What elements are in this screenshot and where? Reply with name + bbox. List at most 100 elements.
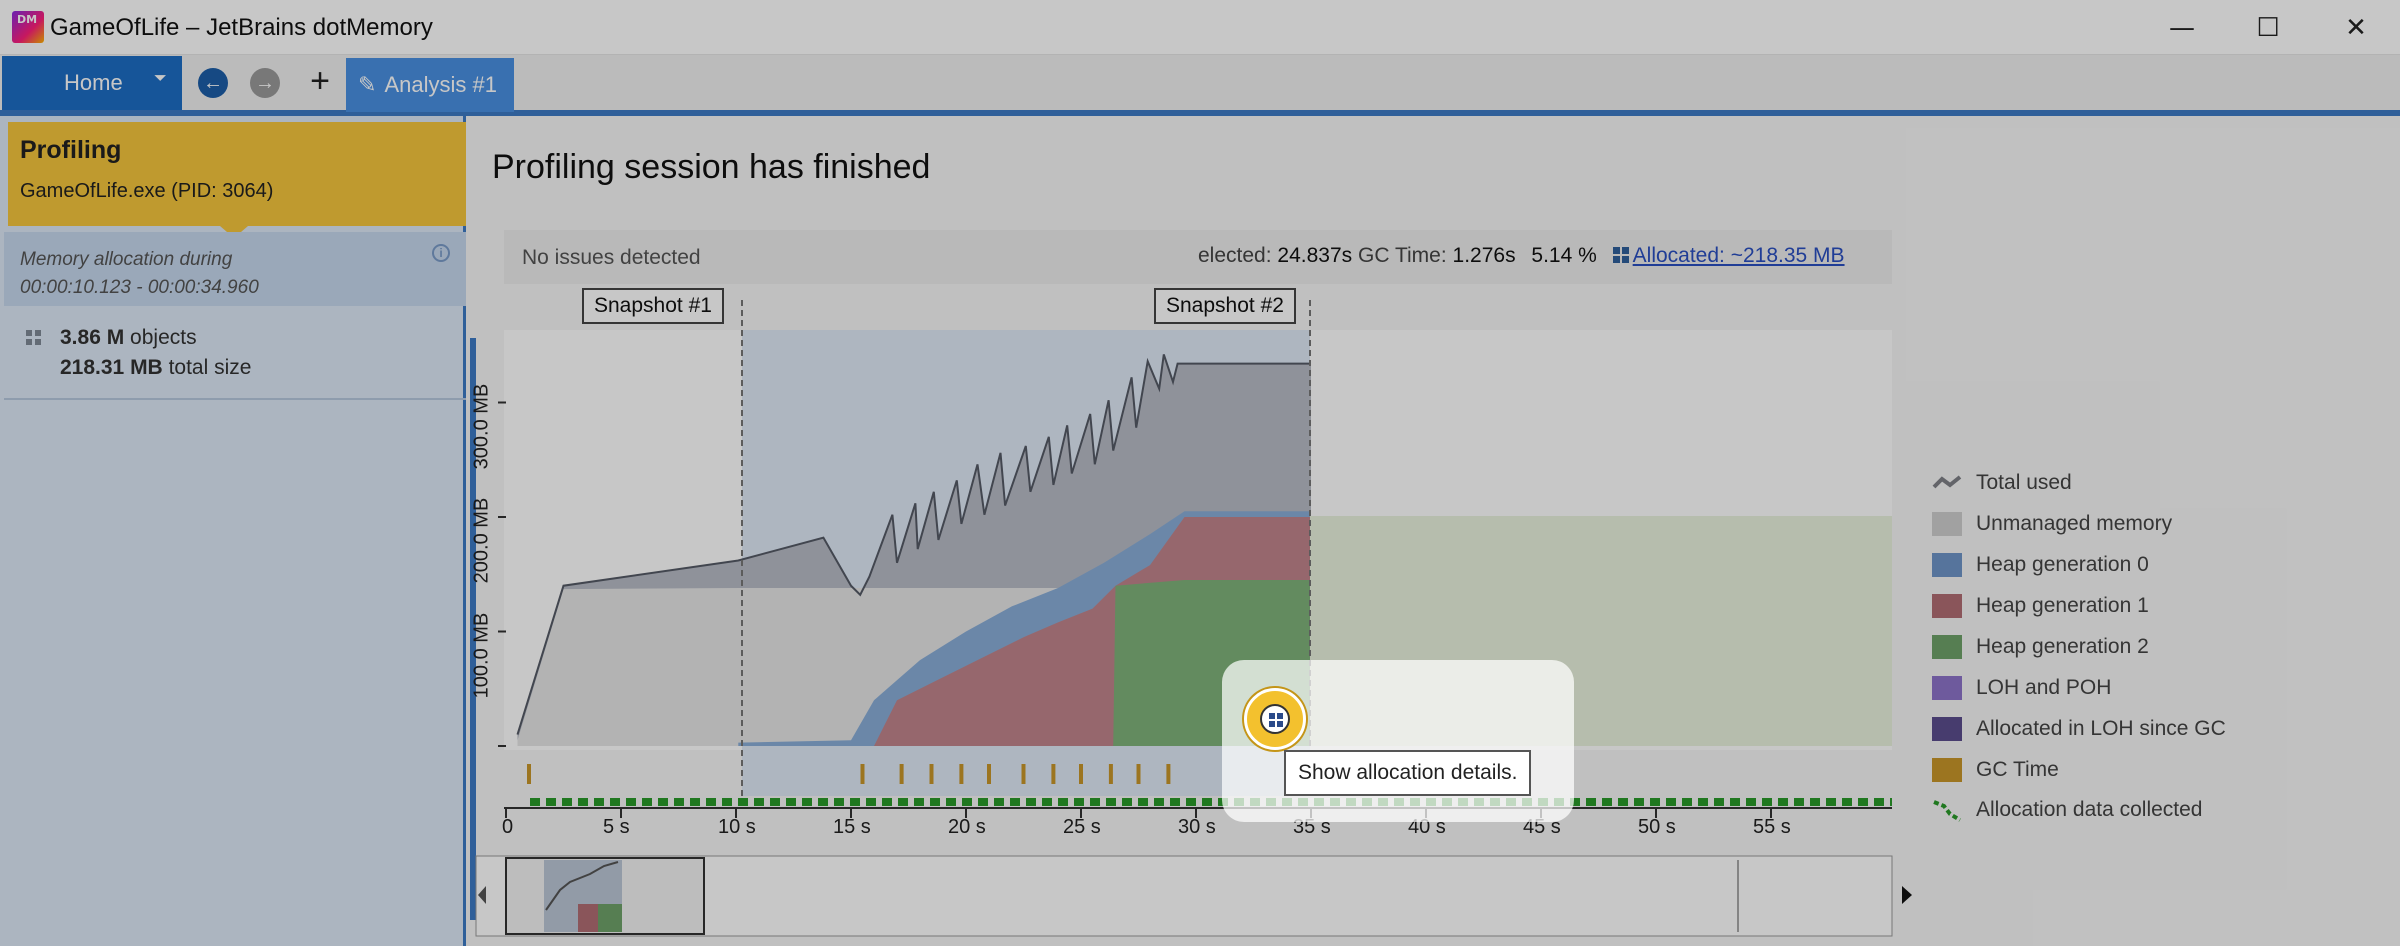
allocated-link[interactable]: Allocated: ~218.35 MB [1632, 244, 1845, 267]
overview-gen2 [598, 904, 622, 932]
snapshot-1-label[interactable]: Snapshot #1 [582, 288, 724, 324]
legend-label-unmanaged: Unmanaged memory [1976, 512, 2173, 535]
gc-time-label: GC Time: [1357, 244, 1447, 267]
legend-label-gen1: Heap generation 1 [1976, 594, 2149, 617]
legend-item-gen2: Heap generation 2 [1932, 632, 2252, 662]
x-tick-label: 55 s [1753, 816, 1791, 838]
scroll-right-icon[interactable] [1902, 886, 1912, 904]
gc-event-tick [1079, 764, 1083, 784]
gc-time-swatch [1932, 758, 1962, 782]
gc-event-tick [987, 764, 991, 784]
series-total-used [516, 354, 1311, 735]
objects-count: 3.86 M objects [60, 326, 197, 350]
objects-grid-icon [26, 330, 42, 346]
gc-event-tick [1136, 764, 1141, 784]
allocation-details-icon [1260, 704, 1290, 734]
info-icon[interactable]: i [432, 244, 450, 262]
ribbon-accent-line [0, 110, 2400, 116]
title-bar: DM GameOfLife – JetBrains dotMemory — ☐ … [0, 0, 2400, 55]
overview-strip[interactable] [475, 855, 1893, 937]
x-tick-label: 50 s [1638, 816, 1676, 838]
home-label: Home [64, 70, 123, 95]
x-tick-label: 10 s [718, 816, 756, 838]
objects-value: 3.86 M [60, 326, 125, 349]
y-ticks-group [498, 401, 506, 747]
gc-event-tick [1166, 764, 1171, 784]
gc-event-tick [1021, 764, 1026, 784]
tab-analysis-label: Analysis #1 [384, 72, 497, 97]
objects-label: objects [130, 326, 197, 349]
gc-event-tick [929, 764, 934, 784]
series-gen2 [738, 579, 1311, 746]
legend-label-gen2: Heap generation 2 [1976, 635, 2149, 658]
x-tick-label: 25 s [1063, 816, 1101, 838]
add-analysis-button[interactable]: + [310, 62, 330, 100]
gen0-swatch [1932, 553, 1962, 577]
gc-event-tick [527, 764, 531, 784]
snapshot-2-label[interactable]: Snapshot #2 [1154, 288, 1296, 324]
allocated-grid-icon [1612, 247, 1629, 263]
back-arrow-icon[interactable]: ← [198, 68, 228, 98]
x-tick-label: 5 s [603, 816, 630, 838]
gc-event-tick [1108, 764, 1113, 784]
gc-event-tick [860, 764, 865, 784]
gc-time-value: 1.276s [1452, 244, 1516, 267]
maximize-button[interactable]: ☐ [2256, 13, 2280, 43]
chart-series-group [516, 354, 1311, 746]
unmanaged-swatch [1932, 512, 1962, 536]
legend-item-unmanaged: Unmanaged memory [1932, 509, 2252, 539]
legend-label-loh-poh: LOH and POH [1976, 676, 2112, 699]
grid-icon [1269, 713, 1283, 727]
legend-item-loh-since-gc: Allocated in LOH since GC [1932, 714, 2252, 744]
home-button[interactable]: Home ⏷ [2, 56, 182, 110]
allocation-details-tooltip: Show allocation details. [1284, 750, 1532, 796]
allocation-card[interactable] [4, 232, 466, 306]
close-button[interactable]: ✕ [2345, 13, 2367, 43]
gc-event-tick [1051, 764, 1056, 784]
legend-item-gc-time: GC Time [1932, 755, 2252, 785]
legend-item-total-used: Total used [1932, 468, 2252, 498]
overview-total-line [545, 861, 619, 911]
profiling-card[interactable] [8, 122, 466, 226]
y-tick-label: 200.0 MB [470, 497, 493, 584]
legend-label-gc-time: GC Time [1976, 758, 2059, 781]
loh-since-gc-swatch [1932, 717, 1962, 741]
gen2-swatch [1932, 635, 1962, 659]
pencil-icon: ✎ [358, 72, 377, 97]
x-tick-label: 0 [502, 816, 514, 838]
allocation-details-button[interactable] [1244, 688, 1306, 750]
y-tick-label: 100.0 MB [470, 612, 493, 698]
allocation-collected-icon [1933, 800, 1962, 822]
selection-stats: elected: 24.837s GC Time: 1.276s 5.14 % … [1198, 244, 1845, 268]
session-title: Profiling session has finished [492, 148, 931, 186]
allocation-range: 00:00:10.123 - 00:00:34.960 [20, 277, 259, 298]
window-title: GameOfLife – JetBrains dotMemory [50, 14, 433, 41]
size-value: 218.31 MB [60, 356, 163, 379]
objects-size: 218.31 MB total size [60, 356, 251, 380]
loh-poh-swatch [1932, 676, 1962, 700]
selected-value: 24.837s [1277, 244, 1353, 267]
left-panel-divider [4, 398, 466, 400]
chart-left-border [470, 338, 476, 920]
legend-label-allocation-collected: Allocation data collected [1976, 798, 2203, 821]
scroll-left-icon[interactable] [478, 886, 486, 904]
legend-label-total-used: Total used [1976, 471, 2072, 494]
stats-bar [504, 230, 1892, 284]
minimize-button[interactable]: — [2169, 13, 2195, 43]
legend-label-loh-since-gc: Allocated in LOH since GC [1976, 717, 2226, 740]
gc-event-tick [959, 764, 964, 784]
legend-item-gen0: Heap generation 0 [1932, 550, 2252, 580]
legend-item-allocation-collected: Allocation data collected [1932, 795, 2252, 825]
total-used-line-icon [1932, 475, 1962, 489]
x-ticks-group [505, 808, 1772, 818]
legend-item-loh-poh: LOH and POH [1932, 673, 2252, 703]
app-icon-text: DM [17, 13, 38, 26]
chevron-down-icon[interactable]: ⏷ [154, 70, 167, 87]
tab-analysis-1[interactable]: ✎ Analysis #1 [346, 58, 514, 112]
x-tick-label: 30 s [1178, 816, 1216, 838]
forward-arrow-icon[interactable]: → [250, 68, 280, 98]
gen1-swatch [1932, 594, 1962, 618]
allocation-label: Memory allocation during 00:00:10.123 - … [20, 246, 259, 302]
profiling-title: Profiling [20, 136, 122, 164]
